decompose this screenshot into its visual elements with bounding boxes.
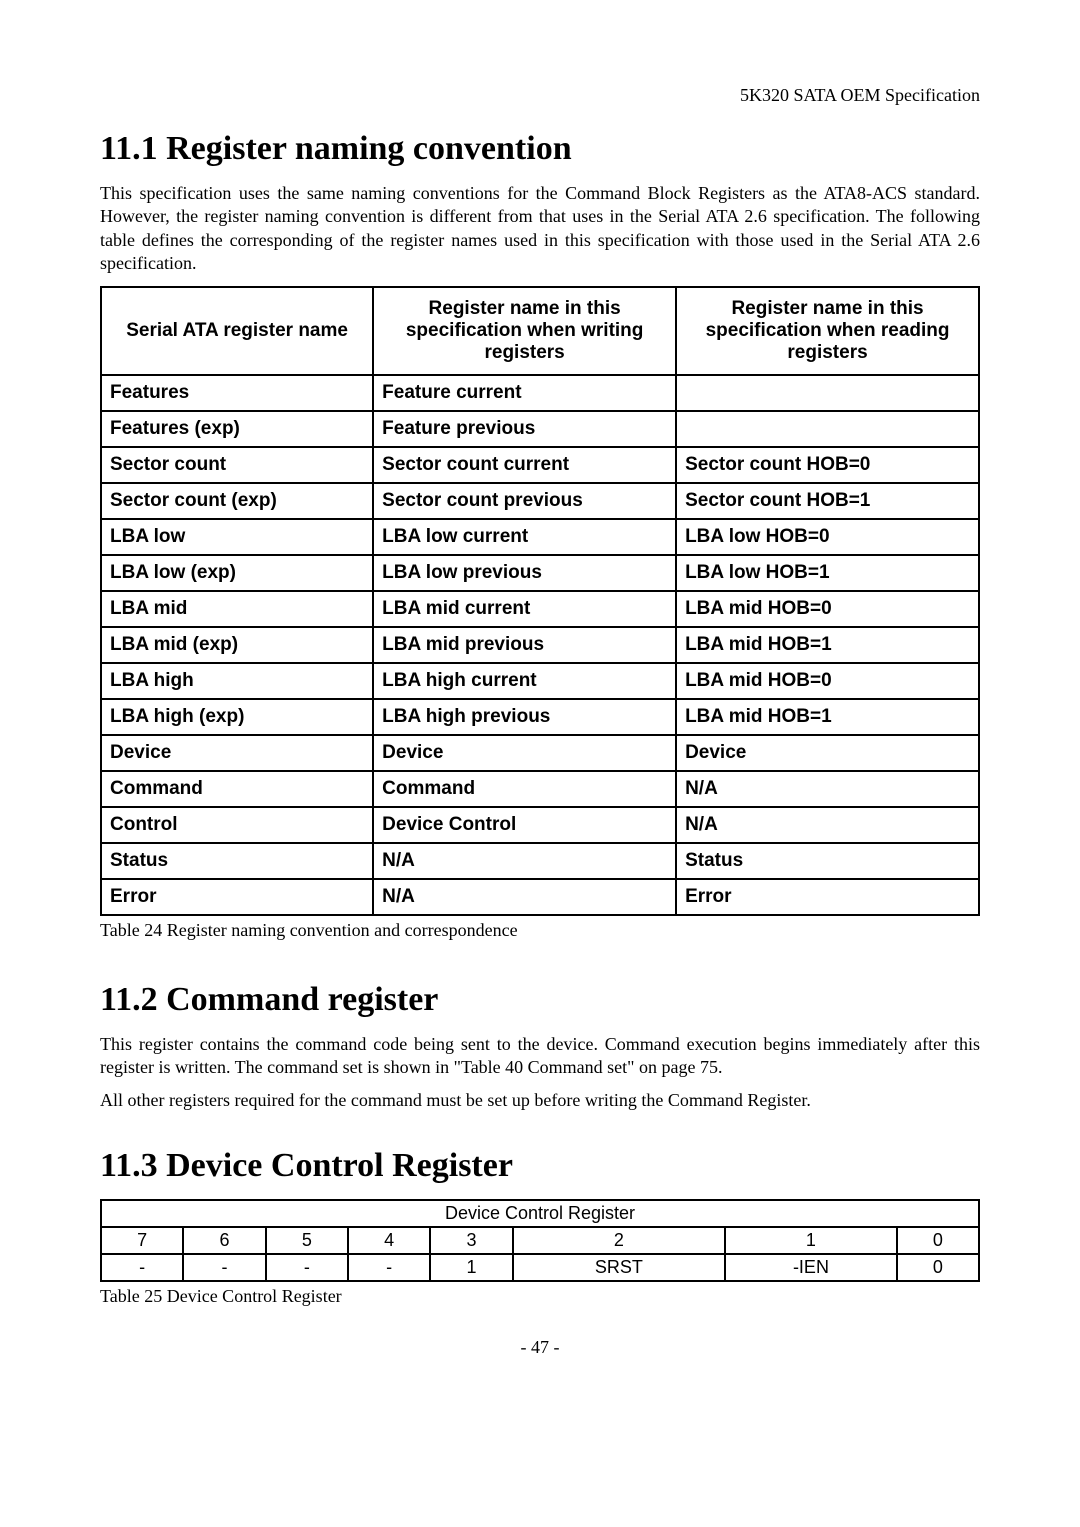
table1-cell-10-1: Device	[373, 735, 676, 771]
section-11-2-title: 11.2 Command register	[100, 981, 980, 1019]
table1-cell-2-0: Sector count	[101, 447, 373, 483]
table1-cell-3-2: Sector count HOB=1	[676, 483, 979, 519]
table-row: Features (exp)Feature previous	[101, 411, 979, 447]
device-control-register-table: Device Control Register 76543210 ----1SR…	[100, 1199, 980, 1282]
table1-cell-11-1: Command	[373, 771, 676, 807]
dcr-val-4: 1	[430, 1254, 512, 1281]
dcr-bit-0: 7	[101, 1227, 183, 1254]
dcr-bit-6: 1	[725, 1227, 896, 1254]
dcr-bit-2: 5	[266, 1227, 348, 1254]
table1-cell-3-0: Sector count (exp)	[101, 483, 373, 519]
table-row: LBA high (exp)LBA high previousLBA mid H…	[101, 699, 979, 735]
dcr-val-1: -	[183, 1254, 265, 1281]
table1-cell-1-0: Features (exp)	[101, 411, 373, 447]
dcr-bit-7: 0	[897, 1227, 979, 1254]
table1-cell-12-2: N/A	[676, 807, 979, 843]
table1-cell-8-0: LBA high	[101, 663, 373, 699]
table1-cell-7-2: LBA mid HOB=1	[676, 627, 979, 663]
section-11-2-paragraph-2: All other registers required for the com…	[100, 1089, 980, 1112]
page-number: - 47 -	[100, 1337, 980, 1358]
section-11-2-paragraph-1: This register contains the command code …	[100, 1033, 980, 1080]
table-row: DeviceDeviceDevice	[101, 735, 979, 771]
table-row: StatusN/AStatus	[101, 843, 979, 879]
table1-cell-4-0: LBA low	[101, 519, 373, 555]
register-naming-table: Serial ATA register nameRegister name in…	[100, 286, 980, 916]
table1-header-2: Register name in this specification when…	[676, 287, 979, 375]
table-row: Sector count (exp)Sector count previousS…	[101, 483, 979, 519]
dcr-title: Device Control Register	[101, 1200, 979, 1227]
dcr-val-3: -	[348, 1254, 430, 1281]
table1-cell-0-1: Feature current	[373, 375, 676, 411]
table1-cell-11-0: Command	[101, 771, 373, 807]
table1-cell-6-1: LBA mid current	[373, 591, 676, 627]
table1-cell-6-0: LBA mid	[101, 591, 373, 627]
table1-cell-13-1: N/A	[373, 843, 676, 879]
table1-cell-12-1: Device Control	[373, 807, 676, 843]
table1-cell-3-1: Sector count previous	[373, 483, 676, 519]
table1-cell-7-1: LBA mid previous	[373, 627, 676, 663]
table1-cell-4-1: LBA low current	[373, 519, 676, 555]
table-row: LBA lowLBA low currentLBA low HOB=0	[101, 519, 979, 555]
table1-cell-9-1: LBA high previous	[373, 699, 676, 735]
section-11-1-title: 11.1 Register naming convention	[100, 130, 980, 168]
dcr-bit-5: 2	[513, 1227, 726, 1254]
section-11-3-title: 11.3 Device Control Register	[100, 1147, 980, 1185]
table1-header-0: Serial ATA register name	[101, 287, 373, 375]
table1-cell-5-0: LBA low (exp)	[101, 555, 373, 591]
dcr-val-7: 0	[897, 1254, 979, 1281]
table1-header-1: Register name in this specification when…	[373, 287, 676, 375]
dcr-bit-4: 3	[430, 1227, 512, 1254]
dcr-val-2: -	[266, 1254, 348, 1281]
table1-cell-12-0: Control	[101, 807, 373, 843]
table-row: Sector countSector count currentSector c…	[101, 447, 979, 483]
table1-cell-7-0: LBA mid (exp)	[101, 627, 373, 663]
table-row: LBA highLBA high currentLBA mid HOB=0	[101, 663, 979, 699]
dcr-val-6: -IEN	[725, 1254, 896, 1281]
table-24-caption: Table 24 Register naming convention and …	[100, 920, 980, 941]
table-row: FeaturesFeature current	[101, 375, 979, 411]
table1-cell-8-2: LBA mid HOB=0	[676, 663, 979, 699]
dcr-val-0: -	[101, 1254, 183, 1281]
table1-cell-9-0: LBA high (exp)	[101, 699, 373, 735]
section-11-1-paragraph: This specification uses the same naming …	[100, 182, 980, 276]
table1-cell-9-2: LBA mid HOB=1	[676, 699, 979, 735]
table-row: LBA mid (exp)LBA mid previousLBA mid HOB…	[101, 627, 979, 663]
table1-cell-1-1: Feature previous	[373, 411, 676, 447]
table1-cell-13-0: Status	[101, 843, 373, 879]
table1-cell-11-2: N/A	[676, 771, 979, 807]
table-row: LBA midLBA mid currentLBA mid HOB=0	[101, 591, 979, 627]
table1-cell-2-2: Sector count HOB=0	[676, 447, 979, 483]
table1-cell-0-0: Features	[101, 375, 373, 411]
table1-cell-5-1: LBA low previous	[373, 555, 676, 591]
table1-cell-6-2: LBA mid HOB=0	[676, 591, 979, 627]
table1-cell-14-1: N/A	[373, 879, 676, 915]
table1-cell-8-1: LBA high current	[373, 663, 676, 699]
table1-cell-4-2: LBA low HOB=0	[676, 519, 979, 555]
table-row: ErrorN/AError	[101, 879, 979, 915]
table1-cell-10-2: Device	[676, 735, 979, 771]
table-row: CommandCommandN/A	[101, 771, 979, 807]
table-row: ControlDevice ControlN/A	[101, 807, 979, 843]
table1-cell-0-2	[676, 375, 979, 411]
table1-cell-5-2: LBA low HOB=1	[676, 555, 979, 591]
header-right: 5K320 SATA OEM Specification	[100, 85, 980, 106]
table1-cell-1-2	[676, 411, 979, 447]
table1-cell-13-2: Status	[676, 843, 979, 879]
table1-cell-2-1: Sector count current	[373, 447, 676, 483]
dcr-bit-3: 4	[348, 1227, 430, 1254]
dcr-bit-1: 6	[183, 1227, 265, 1254]
table-row: LBA low (exp)LBA low previousLBA low HOB…	[101, 555, 979, 591]
table1-cell-14-2: Error	[676, 879, 979, 915]
table1-cell-14-0: Error	[101, 879, 373, 915]
dcr-val-5: SRST	[513, 1254, 726, 1281]
table-25-caption: Table 25 Device Control Register	[100, 1286, 980, 1307]
table1-cell-10-0: Device	[101, 735, 373, 771]
